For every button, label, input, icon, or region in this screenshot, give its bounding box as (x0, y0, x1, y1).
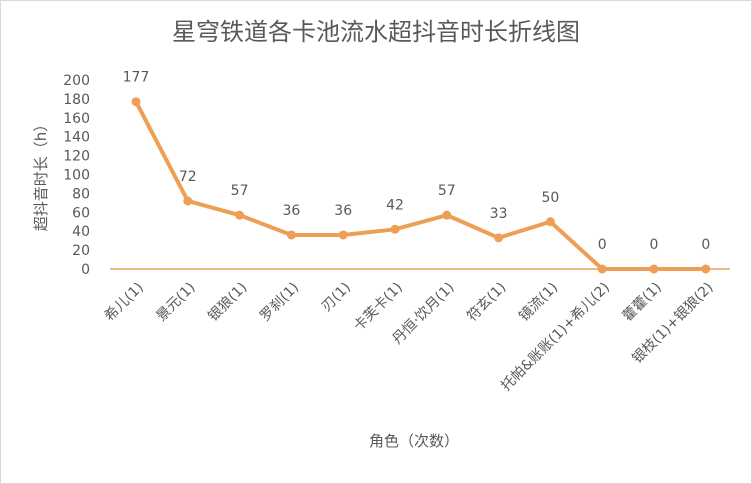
series-line (134, 99, 708, 271)
y-tick-label: 0 (81, 262, 90, 278)
y-axis-title: 超抖音时长（h） (32, 117, 50, 232)
y-tick-label: 180 (63, 92, 90, 108)
data-point (390, 224, 400, 234)
y-tick-label: 140 (63, 130, 90, 146)
x-category-label: 景元(1) (153, 280, 198, 325)
data-label: 36 (282, 203, 300, 219)
data-label: 42 (386, 197, 404, 213)
y-tick-label: 160 (63, 111, 90, 127)
y-tick-label: 120 (63, 149, 90, 165)
y-tick-label: 100 (63, 168, 90, 184)
data-label: 57 (231, 183, 249, 199)
x-category-label: 符玄(1) (464, 279, 510, 325)
x-category-label: 希儿(1) (102, 280, 147, 325)
data-point (338, 230, 348, 240)
x-category-label: 藿藿(1) (620, 280, 665, 325)
data-point (235, 210, 245, 220)
x-category-label: 托帕&账账(1)+希儿(2) (498, 280, 613, 395)
chart-title: 星穹铁道各卡池流水超抖音时长折线图 (172, 18, 580, 46)
data-point (649, 264, 659, 274)
data-markers (131, 97, 711, 274)
y-tick-label: 20 (72, 243, 90, 259)
data-label: 57 (438, 183, 456, 199)
data-point (494, 233, 504, 243)
data-point (131, 97, 141, 107)
y-tick-label: 200 (63, 73, 90, 89)
data-point (286, 230, 296, 240)
x-category-label: 刃(1) (319, 280, 354, 315)
data-label: 33 (490, 206, 508, 222)
x-category-label: 卡芙卡(1) (350, 279, 406, 335)
data-point (545, 217, 555, 227)
data-point (701, 264, 711, 274)
data-label: 0 (701, 237, 710, 253)
data-point (597, 264, 607, 274)
x-axis-title: 角色（次数） (369, 432, 459, 450)
data-point (183, 196, 193, 206)
data-label: 50 (541, 190, 559, 206)
data-label: 36 (334, 203, 352, 219)
x-category-label: 罗刹(1) (257, 280, 302, 325)
data-point (442, 210, 452, 220)
x-axis-labels: 希儿(1) 景元(1) 银狼(1) 罗刹(1) 刃(1)卡芙卡(1)丹恒·饮月(1) 符玄… (102, 279, 717, 394)
x-category-label: 银狼(1) (205, 280, 250, 325)
y-tick-label: 40 (72, 224, 90, 240)
y-axis-ticks: 0 20 40 60 80 100 120 140 160 180 200 (63, 73, 90, 278)
y-tick-label: 60 (72, 205, 90, 221)
data-label: 72 (179, 169, 197, 185)
data-label: 177 (123, 70, 150, 86)
data-label: 0 (598, 237, 607, 253)
x-category-label: 镜流(1) (516, 280, 561, 325)
y-tick-label: 80 (72, 186, 90, 202)
data-labels: 177 72 57 36 36 42 57 33 50 0 0 0 (123, 70, 711, 253)
data-label: 0 (650, 237, 659, 253)
